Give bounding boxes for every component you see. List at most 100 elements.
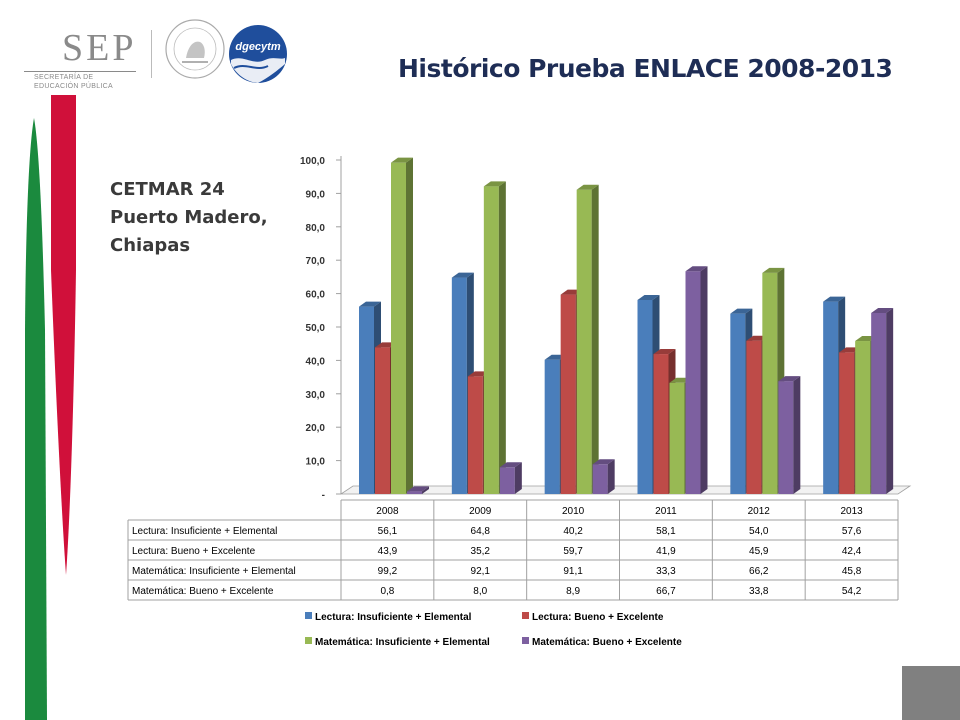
- legend-swatch: [305, 637, 312, 644]
- legend-label: Matemática: Insuficiente + Elemental: [315, 637, 490, 648]
- bar-front: [839, 352, 855, 494]
- bar-side: [514, 462, 522, 494]
- bar: [592, 459, 615, 494]
- data-label: 58,1: [656, 526, 676, 537]
- bar-top: [730, 308, 753, 314]
- data-label: 59,7: [563, 546, 583, 557]
- bar-side: [607, 459, 615, 494]
- data-label: 56,1: [378, 526, 398, 537]
- data-label: 35,2: [471, 546, 491, 557]
- data-label: 0,8: [380, 586, 394, 597]
- legend-swatch: [522, 637, 529, 644]
- data-label: 33,3: [656, 566, 676, 577]
- bar-front: [544, 359, 560, 494]
- y-tick-label: 40,0: [306, 356, 326, 367]
- y-tick-label: 60,0: [306, 290, 326, 301]
- bar: [391, 157, 413, 494]
- bar-top: [592, 459, 615, 465]
- bar: [871, 307, 894, 494]
- data-label: 54,2: [842, 586, 862, 597]
- series-row-label: Lectura: Insuficiente + Elemental: [132, 526, 277, 537]
- bar-side: [498, 181, 506, 495]
- bar-top: [685, 266, 708, 272]
- category-label: 2009: [469, 506, 492, 517]
- bar-side: [406, 157, 413, 494]
- school-location-state: Chiapas: [110, 235, 191, 256]
- series-row-label: Lectura: Bueno + Excelente: [132, 546, 256, 557]
- y-tick-label: 80,0: [306, 223, 326, 234]
- bar-side: [886, 307, 894, 494]
- bar-front: [855, 341, 871, 494]
- bar: [407, 486, 429, 494]
- bar: [778, 376, 801, 494]
- bar-side: [422, 486, 429, 494]
- data-label: 54,0: [749, 526, 769, 537]
- bar-front: [685, 271, 701, 494]
- school-name: CETMAR 24: [110, 179, 225, 200]
- y-tick-label: 70,0: [306, 256, 326, 267]
- data-label: 42,4: [842, 546, 862, 557]
- y-tick-label: 30,0: [306, 390, 326, 401]
- bar-front: [778, 381, 794, 494]
- category-label: 2010: [562, 506, 585, 517]
- bar-front: [871, 312, 887, 494]
- bar-front: [391, 162, 406, 494]
- data-label: 41,9: [656, 546, 676, 557]
- bar-front: [669, 382, 685, 494]
- bar-top: [407, 486, 429, 492]
- bar-front: [746, 340, 762, 494]
- data-label: 45,9: [749, 546, 769, 557]
- bar: [685, 266, 708, 494]
- data-label: 8,0: [473, 586, 487, 597]
- bar-front: [823, 301, 839, 494]
- data-label: 8,9: [566, 586, 580, 597]
- category-label: 2008: [376, 506, 399, 517]
- bar-front: [762, 272, 778, 494]
- dgecytm-logo: dgecytm: [229, 25, 287, 83]
- page-title: Histórico Prueba ENLACE 2008-2013: [398, 54, 893, 83]
- sep-logo-text: SEP: [62, 27, 137, 69]
- bar-top: [653, 349, 676, 355]
- category-label: 2013: [840, 506, 863, 517]
- legend-label: Lectura: Insuficiente + Elemental: [315, 612, 472, 623]
- bar-front: [576, 189, 592, 494]
- bar-top: [871, 307, 894, 313]
- bar-top: [499, 462, 522, 468]
- data-label: 57,6: [842, 526, 862, 537]
- category-label: 2012: [748, 506, 771, 517]
- bar-front: [730, 313, 746, 494]
- sep-logo-divider: [24, 71, 136, 72]
- dgecytm-logo-text: dgecytm: [235, 41, 280, 53]
- bar-front: [375, 347, 390, 494]
- y-tick-label: 90,0: [306, 189, 326, 200]
- data-label: 66,2: [749, 566, 769, 577]
- bar-top: [391, 157, 413, 163]
- data-label: 40,2: [563, 526, 583, 537]
- bar-front: [407, 491, 422, 494]
- red-ribbon: [51, 95, 76, 575]
- y-tick-label: -: [322, 490, 325, 501]
- bar-front: [451, 277, 467, 494]
- national-seal-icon: [165, 19, 225, 79]
- bar: [576, 184, 599, 494]
- data-label: 33,8: [749, 586, 769, 597]
- bar-front: [359, 306, 374, 494]
- green-ribbon: [25, 118, 47, 720]
- bar-top: [483, 181, 506, 187]
- legend-label: Matemática: Bueno + Excelente: [532, 637, 682, 648]
- data-label: 92,1: [471, 566, 491, 577]
- bar-front: [637, 299, 653, 494]
- bar-side: [591, 184, 599, 494]
- sep-logo-subtitle-2: EDUCACIÓN PÚBLICA: [34, 83, 114, 90]
- series-row-label: Matemática: Insuficiente + Elemental: [132, 566, 296, 577]
- corner-decoration: [902, 666, 960, 720]
- legend-label: Lectura: Bueno + Excelente: [532, 612, 664, 623]
- data-label: 45,8: [842, 566, 862, 577]
- y-tick-label: 20,0: [306, 423, 326, 434]
- legend-swatch: [522, 612, 529, 619]
- category-label: 2011: [655, 506, 677, 517]
- sep-logo: SEP SECRETARÍA DE EDUCACIÓN PÚBLICA: [24, 26, 137, 90]
- y-tick-label: 100,0: [300, 156, 325, 167]
- bar-front: [560, 294, 576, 494]
- data-label: 66,7: [656, 586, 676, 597]
